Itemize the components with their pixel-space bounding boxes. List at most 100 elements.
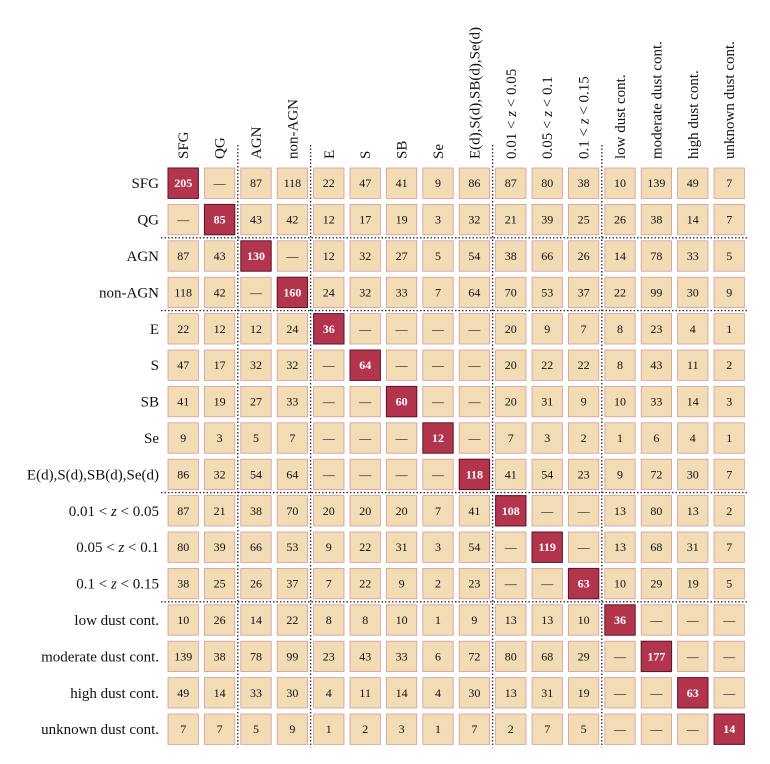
cell-value: 7 <box>544 722 550 736</box>
matrix-cell <box>349 604 381 636</box>
cell-value: 26 <box>214 613 226 627</box>
cell-value: 7 <box>726 176 732 190</box>
cell-value: 87 <box>505 176 517 190</box>
matrix-cell <box>458 313 491 345</box>
matrix-cell <box>495 203 527 236</box>
diagonal-cell <box>422 422 454 454</box>
matrix-cell <box>568 240 600 272</box>
cell-value: — <box>577 540 591 554</box>
cell-value: 13 <box>505 613 517 627</box>
matrix-cell <box>422 240 454 272</box>
matrix-cell <box>349 640 381 673</box>
cell-value: 87 <box>177 504 189 518</box>
cell-value: 26 <box>250 577 262 591</box>
matrix-cell <box>240 458 272 491</box>
cell-value: 7 <box>435 285 441 299</box>
cell-value: 12 <box>323 213 335 227</box>
matrix-cell <box>713 313 745 345</box>
cell-value: — <box>322 395 336 409</box>
cell-value: 49 <box>687 176 699 190</box>
matrix-cell <box>203 458 236 491</box>
cell-value: 22 <box>578 358 590 372</box>
matrix-cell <box>167 531 199 563</box>
diagonal-cell <box>567 567 600 600</box>
cell-value: 7 <box>726 540 732 554</box>
column-label: SB <box>395 141 411 159</box>
matrix-cell <box>677 422 709 454</box>
matrix-cell <box>313 349 345 381</box>
cell-value: 30 <box>286 686 298 700</box>
matrix-cell <box>531 713 563 745</box>
cell-value: 43 <box>214 249 226 263</box>
cell-value: 60 <box>396 395 408 409</box>
cell-value: 3 <box>399 722 405 736</box>
matrix-cell <box>240 640 272 673</box>
cell-value: 39 <box>541 213 553 227</box>
matrix-cell <box>640 240 673 272</box>
matrix-cell <box>568 640 600 673</box>
diagonal-cell <box>713 713 745 745</box>
cell-value: 33 <box>687 249 699 263</box>
cell-value: 1 <box>435 613 441 627</box>
matrix-cell <box>640 422 673 454</box>
matrix-cell <box>677 640 709 673</box>
matrix-cell <box>167 422 199 454</box>
matrix-cell <box>713 640 745 673</box>
row-label: AGN <box>127 249 160 265</box>
cell-value: 1 <box>435 722 441 736</box>
cell-value: 11 <box>687 358 699 372</box>
cell-value: 86 <box>468 176 480 190</box>
row-label: moderate dust cont. <box>41 649 159 665</box>
matrix-cell <box>240 203 272 236</box>
cell-value: 177 <box>647 649 665 663</box>
cell-value: — <box>358 431 372 445</box>
matrix-cell <box>313 458 345 491</box>
matrix-cell <box>313 568 345 600</box>
matrix-cell <box>422 677 454 709</box>
matrix-cell <box>385 568 418 600</box>
cell-value: — <box>395 322 409 336</box>
matrix-cell <box>568 495 600 527</box>
cell-value: 7 <box>217 722 223 736</box>
row-label: low dust cont. <box>74 613 159 629</box>
matrix-cell <box>385 640 418 673</box>
cell-value: 80 <box>650 504 662 518</box>
cell-value: 53 <box>541 285 553 299</box>
matrix-cell <box>203 422 236 454</box>
matrix-cell <box>349 422 381 454</box>
cell-value: 38 <box>578 176 590 190</box>
matrix-cell <box>604 677 636 709</box>
cell-value: 53 <box>286 540 298 554</box>
matrix-cell <box>640 568 673 600</box>
cell-value: 80 <box>177 540 189 554</box>
matrix-cell <box>458 167 491 199</box>
matrix-cell <box>422 713 454 745</box>
matrix-cell <box>640 458 673 491</box>
cell-value: 5 <box>253 722 259 736</box>
cell-value: 139 <box>647 176 665 190</box>
cell-value: — <box>467 431 481 445</box>
cell-value: 31 <box>541 395 553 409</box>
cell-value: 9 <box>399 577 405 591</box>
matrix-cell <box>677 568 709 600</box>
matrix-cell <box>167 640 199 673</box>
cell-value: 14 <box>723 722 735 736</box>
matrix-cell <box>495 458 527 491</box>
matrix-cell <box>313 531 345 563</box>
cell-value: 22 <box>614 285 626 299</box>
cell-value: — <box>431 467 445 481</box>
matrix-cell <box>203 713 236 745</box>
diagonal-cell <box>531 531 563 563</box>
matrix-cell <box>604 458 636 491</box>
cell-value: 7 <box>326 577 332 591</box>
matrix-cell <box>240 313 272 345</box>
cell-value: 7 <box>508 431 514 445</box>
cell-value: 23 <box>650 322 662 336</box>
diagonal-cell <box>640 640 673 673</box>
cell-value: 17 <box>359 213 371 227</box>
cell-value: 33 <box>250 686 262 700</box>
cell-value: 38 <box>650 213 662 227</box>
cell-value: 24 <box>323 285 335 299</box>
cell-value: 26 <box>614 213 626 227</box>
cell-value: — <box>322 467 336 481</box>
